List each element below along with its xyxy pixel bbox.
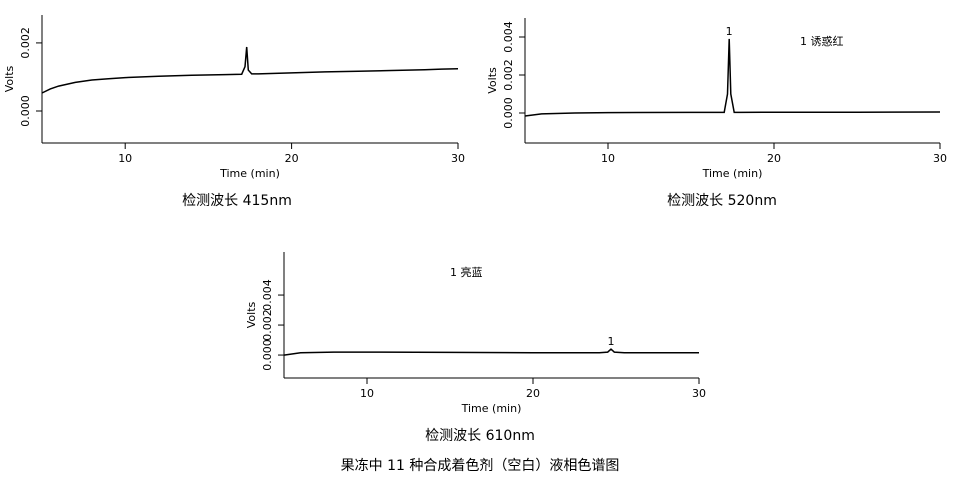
chart-title: 检测波长 520nm <box>667 193 777 209</box>
x-tick-label: 30 <box>933 152 947 165</box>
x-tick-label: 10 <box>118 152 132 165</box>
peak-label: 1 <box>726 25 733 38</box>
y-tick-label: 0.002 <box>261 309 274 341</box>
chart-title: 检测波长 415nm <box>182 193 292 209</box>
y-tick-label: 0.000 <box>502 97 515 129</box>
x-tick-label: 20 <box>526 387 540 400</box>
y-tick-label: 0.002 <box>502 59 515 91</box>
y-tick-label: 0.004 <box>261 279 274 311</box>
annotation: 1 亮蓝 <box>450 265 483 279</box>
x-tick-label: 20 <box>285 152 299 165</box>
x-axis-label: Time (min) <box>702 167 763 180</box>
x-tick-label: 30 <box>692 387 706 400</box>
x-tick-label: 10 <box>360 387 374 400</box>
figure-caption: 果冻中 11 种合成着色剂（空白）液相色谱图 <box>341 457 620 474</box>
x-tick-label: 30 <box>451 152 465 165</box>
x-axis-label: Time (min) <box>219 167 280 180</box>
y-tick-label: 0.000 <box>261 339 274 371</box>
y-tick-label: 0.000 <box>19 95 32 127</box>
chart-title: 检测波长 610nm <box>425 428 535 444</box>
y-axis-label: Volts <box>486 67 499 94</box>
annotation: 1 诱惑红 <box>800 34 844 48</box>
x-axis-label: Time (min) <box>461 402 522 415</box>
data-line <box>283 348 699 356</box>
y-axis-label: Volts <box>245 301 258 328</box>
peak-label: 1 <box>608 335 615 348</box>
y-tick-label: 0.004 <box>502 21 515 53</box>
y-tick-label: 0.002 <box>19 27 32 59</box>
data-line <box>41 46 459 94</box>
x-tick-label: 20 <box>767 152 781 165</box>
x-tick-label: 10 <box>601 152 615 165</box>
y-axis-label: Volts <box>3 65 16 92</box>
data-line <box>524 38 941 117</box>
